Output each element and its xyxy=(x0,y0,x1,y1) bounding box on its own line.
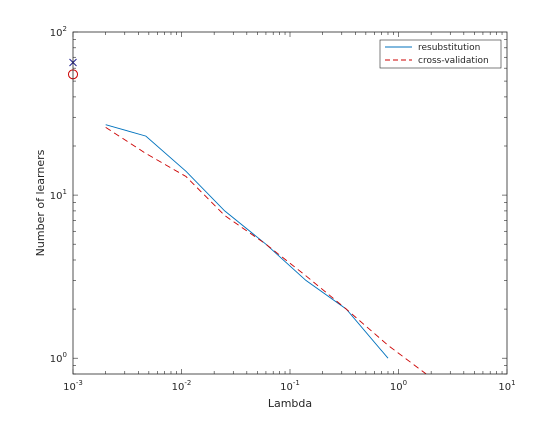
x-axis-label: Lambda xyxy=(268,397,312,410)
legend: resubstitution cross-validation xyxy=(379,39,502,69)
legend-label-cross-validation: cross-validation xyxy=(418,56,489,66)
x-tick-label: 101 xyxy=(498,379,515,393)
y-axis-label: Number of learners xyxy=(34,149,47,256)
axes-box xyxy=(72,31,508,375)
series-line-cross-validation xyxy=(105,127,427,374)
x-tick-label: 10-1 xyxy=(280,379,300,393)
y-tick-label: 102 xyxy=(50,25,67,39)
x-tick-label: 10-2 xyxy=(172,379,192,393)
y-tick-label: 101 xyxy=(50,188,67,202)
y-tick-label: 100 xyxy=(50,351,67,365)
plot-area xyxy=(73,32,507,374)
x-tick-label: 100 xyxy=(390,379,407,393)
x-tick-label: 10-3 xyxy=(63,379,83,393)
series-line-resubstitution xyxy=(105,124,389,359)
legend-box xyxy=(379,39,502,69)
tick-labels: 10-3 10-2 10-1 100 101 100 101 102 xyxy=(50,25,516,393)
legend-label-resubstitution: resubstitution xyxy=(418,43,480,53)
